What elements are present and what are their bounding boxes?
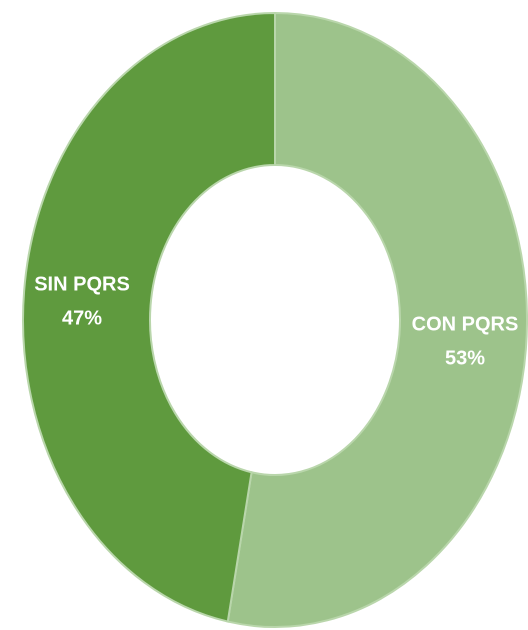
donut-slice xyxy=(226,11,528,628)
slice-label: CON PQRS xyxy=(412,313,519,335)
slice-label: SIN PQRS xyxy=(34,273,130,295)
slice-value: 53% xyxy=(445,347,485,369)
slice-value: 47% xyxy=(62,307,102,329)
donut-slice xyxy=(22,11,276,623)
